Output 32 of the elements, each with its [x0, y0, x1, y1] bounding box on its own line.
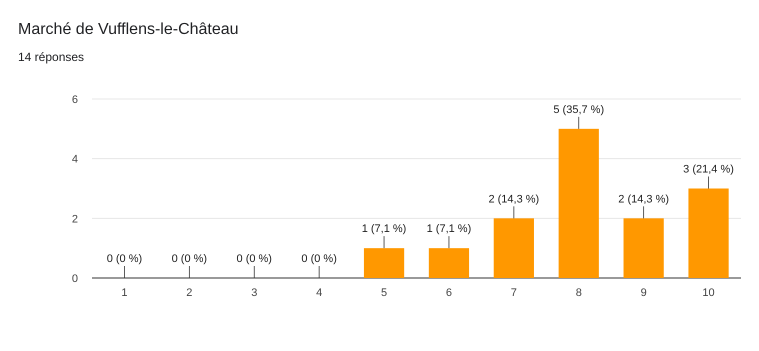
y-tick-label: 0	[72, 273, 78, 285]
x-tick-label: 7	[510, 287, 517, 299]
bar	[494, 218, 534, 278]
bar	[428, 248, 470, 278]
x-tick-label: 9	[640, 287, 647, 299]
y-tick-label: 4	[72, 154, 78, 166]
data-label: 1 (7,1 %)	[362, 223, 406, 236]
y-tick-label: 6	[72, 94, 78, 106]
data-label: 0 (0 %)	[172, 253, 208, 265]
data-label: 5 (35,7 %)	[553, 104, 604, 116]
x-tick-label: 5	[380, 287, 388, 299]
data-label: 1 (7,1 %)	[426, 223, 472, 236]
data-label: 0 (0 %)	[301, 253, 337, 265]
data-label: 0 (0 %)	[236, 253, 272, 265]
bar	[688, 188, 729, 278]
y-tick-label: 2	[72, 213, 78, 226]
x-tick-label: 3	[251, 287, 258, 299]
bar	[558, 128, 599, 278]
x-tick-label: 1	[121, 287, 128, 299]
x-tick-label: 6	[446, 287, 452, 299]
bar	[364, 248, 404, 278]
data-label: 3 (21,4 %)	[683, 164, 734, 176]
data-label: 0 (0 %)	[106, 253, 142, 265]
chart-subtitle: 14 réponses	[18, 50, 84, 64]
data-label: 2 (14,3 %)	[488, 193, 540, 206]
data-label: 2 (14,3 %)	[618, 193, 670, 206]
bar	[624, 218, 664, 278]
x-tick-label: 10	[702, 287, 715, 299]
x-tick-label: 8	[576, 287, 582, 299]
x-tick-label: 4	[316, 287, 322, 299]
x-tick-label: 2	[186, 287, 192, 299]
chart-title: Marché de Vufflens-le-Château	[18, 21, 239, 38]
